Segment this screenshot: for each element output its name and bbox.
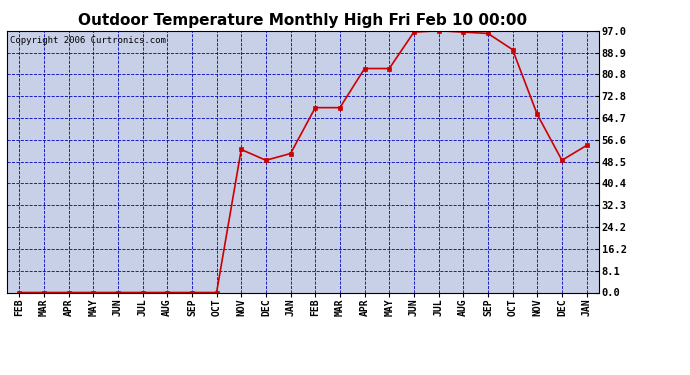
Text: Copyright 2006 Curtronics.com: Copyright 2006 Curtronics.com: [10, 36, 166, 45]
Title: Outdoor Temperature Monthly High Fri Feb 10 00:00: Outdoor Temperature Monthly High Fri Feb…: [79, 13, 527, 28]
